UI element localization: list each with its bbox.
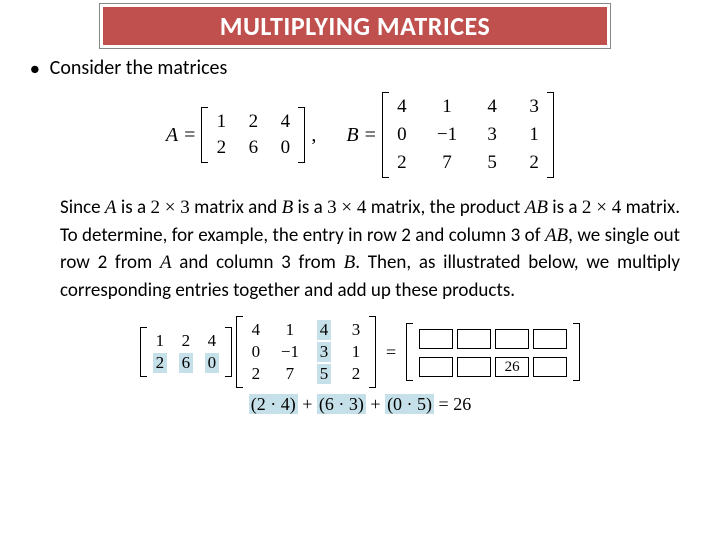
matrix-b-block: B = 4 1 4 3 0 −1 3 1 2 7 5 2 [346,92,554,178]
matrix-a: 124260 [201,107,305,163]
equals-sign: = [365,124,376,147]
result-empty-box [533,329,567,349]
matrix-cell: 1 [153,331,167,351]
matrix-cell: 6 [246,137,260,159]
matrix-cell: 2 [214,137,228,159]
matrix-cell: 7 [437,152,457,174]
matrix-cell: 2 [527,152,541,174]
worked-example: 124260 41430−1312752 = 26 [30,316,690,388]
matrix-cell: 3 [527,96,541,118]
matrix-cell: 0 [278,137,292,159]
matrix-cell: −1 [437,124,457,146]
explanation-paragraph: Since A is a 2 × 3 matrix and B is a 3 ×… [30,194,690,304]
matrix-cell: 1 [281,320,299,340]
comma: , [311,124,316,147]
calc-term-3: (0 · 5) [385,394,434,414]
matrix-cell: 3 [349,320,363,340]
page-title: MULTIPLYING MATRICES [220,10,491,42]
matrix-cell: 2 [153,353,167,373]
matrix-cell: 2 [246,111,260,133]
matrix-cell: 5 [317,364,331,384]
matrix-b-label: B [346,124,358,147]
calc-term-1: (2 · 4) [249,394,298,414]
matrix-cell: 4 [249,320,263,340]
matrix-b: 4 1 4 3 0 −1 3 1 2 7 5 2 [382,92,554,178]
result-empty-box [457,329,491,349]
matrix-cell: 2 [249,364,263,384]
matrix-cell: −1 [281,342,299,362]
result-empty-box [419,357,453,377]
matrix-cell: 4 [278,111,292,133]
matrix-cell: 7 [281,364,299,384]
matrix-cell: 6 [179,353,193,373]
result-value-box: 26 [495,357,529,377]
matrix-cell: 4 [205,331,219,351]
example-result-matrix: 26 [406,323,580,381]
matrix-cell: 2 [395,152,409,174]
title-bar: MULTIPLYING MATRICES [100,4,610,48]
matrix-cell: 1 [527,124,541,146]
matrix-cell: 4 [317,320,331,340]
result-empty-box [419,329,453,349]
result-empty-box [457,357,491,377]
matrix-a-label: A [166,124,178,147]
content-area: ● Consider the matrices A = 124260 , B =… [30,56,690,415]
matrix-cell: 3 [485,124,499,146]
matrix-cell: 4 [395,96,409,118]
result-empty-box [495,329,529,349]
intro-line: ● Consider the matrices [30,56,690,80]
matrix-cell: 2 [349,364,363,384]
example-matrix-a: 124260 [140,327,232,377]
matrix-cell: 1 [214,111,228,133]
equals-sign: = [184,124,195,147]
matrix-cell: 0 [249,342,263,362]
matrix-cell: 4 [485,96,499,118]
matrix-cell: 0 [395,124,409,146]
example-matrix-b: 41430−1312752 [236,316,376,388]
bullet-icon: ● [30,56,40,79]
matrix-definitions: A = 124260 , B = 41430−1312752 [30,92,690,178]
result-empty-box [533,357,567,377]
intro-text: Consider the matrices [50,56,228,80]
calc-term-2: (6 · 3) [317,394,366,414]
calculation-line: (2 · 4) + (6 · 3) + (0 · 5) = 26 [30,394,690,415]
matrix-cell: 2 [179,331,193,351]
matrix-cell: 5 [485,152,499,174]
matrix-cell: 0 [205,353,219,373]
matrix-cell: 1 [349,342,363,362]
matrix-a-block: A = 124260 , [166,107,317,163]
matrix-cell: 1 [437,96,457,118]
equals-sign: = [386,342,396,363]
calc-result: = 26 [434,394,471,414]
matrix-cell: 3 [317,342,331,362]
